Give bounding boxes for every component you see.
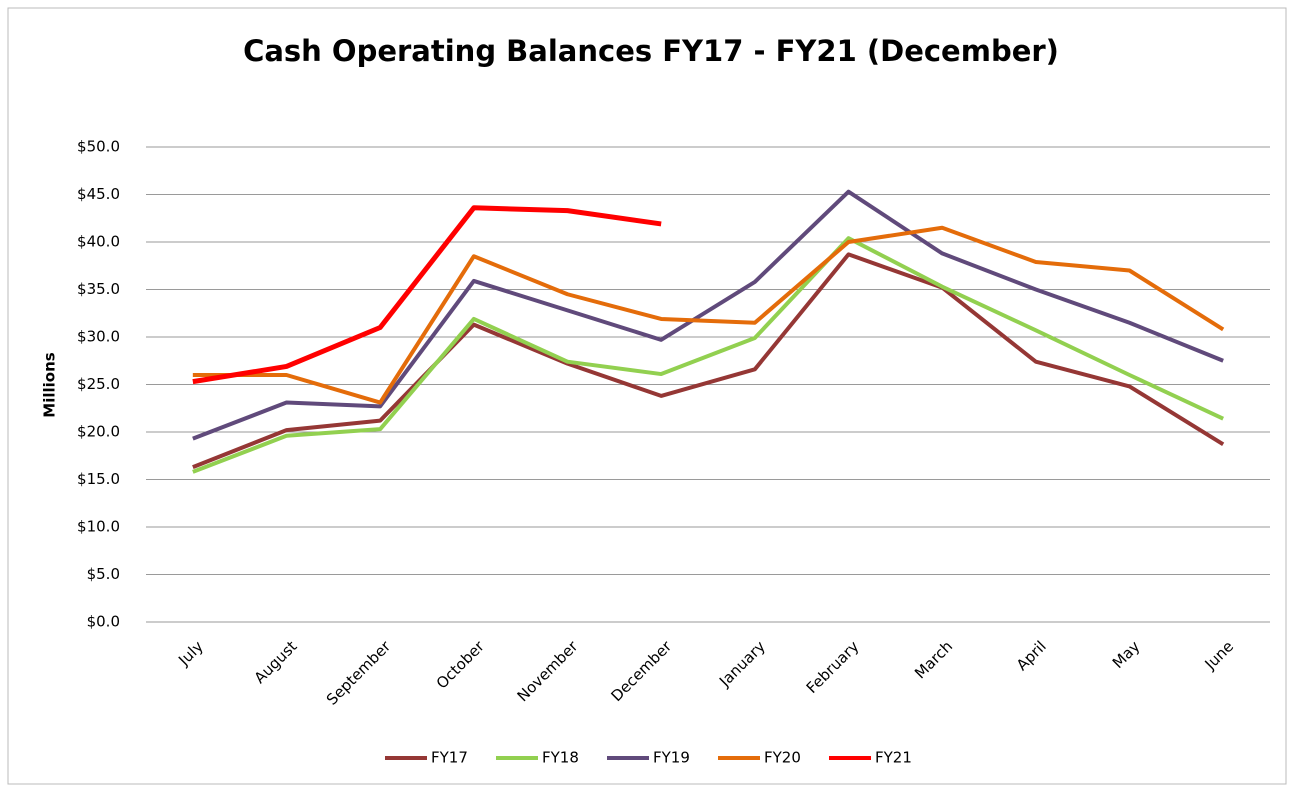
y-axis-label: Millions — [41, 352, 59, 417]
chart-title: Cash Operating Balances FY17 - FY21 (Dec… — [243, 34, 1059, 68]
y-tick-label: $45.0 — [77, 185, 120, 203]
y-tick-label: $0.0 — [87, 613, 120, 631]
y-tick-label: $25.0 — [77, 375, 120, 393]
legend-label: FY18 — [542, 749, 579, 767]
series-line — [192, 252, 1225, 470]
series-line — [192, 205, 662, 385]
legend-label: FY17 — [431, 749, 468, 767]
y-tick-label: $20.0 — [77, 423, 120, 441]
y-tick-label: $40.0 — [77, 233, 120, 251]
legend-label: FY20 — [764, 749, 801, 767]
y-tick-label: $35.0 — [77, 280, 120, 298]
series-line — [192, 189, 1224, 441]
y-tick-label: $50.0 — [77, 138, 120, 156]
legend-label: FY21 — [875, 749, 912, 767]
y-tick-label: $10.0 — [77, 518, 120, 536]
y-tick-label: $5.0 — [87, 565, 120, 583]
chart-border — [7, 7, 1287, 785]
y-tick-label: $15.0 — [77, 470, 120, 488]
y-tick-label: $30.0 — [77, 328, 120, 346]
legend-label: FY19 — [653, 749, 690, 767]
series-line — [192, 236, 1225, 474]
series-line — [192, 225, 1225, 405]
